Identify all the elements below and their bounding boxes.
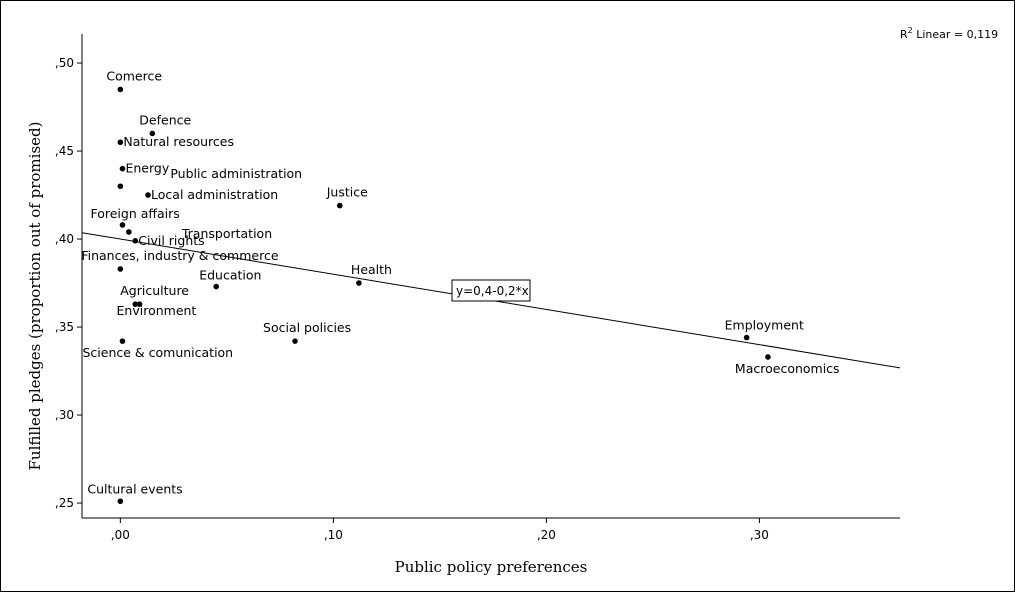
point-label: Justice [326,185,368,200]
scatter-point [132,238,139,244]
scatter-point [117,498,124,505]
point-label: Civil rights [138,233,204,248]
y-tick-label: ,45 [55,144,74,158]
scatter-point [743,334,750,341]
x-axis-title: Public policy preferences [395,558,588,576]
axis-ticks: ,00 ,10 ,20 ,30 ,25 ,30 ,35 ,40 ,45 ,50 [55,56,769,542]
scatter-point [292,338,298,344]
point-label: Comerce [106,68,162,83]
equation-box [451,279,531,302]
point-label: Defence [139,112,191,127]
point-label: Environment [117,303,197,318]
scatter-point [132,301,139,307]
point-label: Education [199,268,261,283]
point-label: Foreign affairs [90,206,179,221]
y-tick-label: ,35 [55,320,74,334]
point-label: Science & comunication [82,345,233,360]
point-label: Public administration [170,166,302,181]
y-tick-label: ,30 [55,408,74,422]
point-label: Energy [125,161,169,176]
scatter-point [765,354,771,360]
point-label: Health [351,262,392,277]
point-label: Local administration [151,187,278,202]
x-tick-label: ,00 [111,528,130,542]
y-tick-label: ,50 [55,56,74,70]
scatter-point [126,229,132,235]
scatter-point [145,192,151,198]
point-label: Macroeconomics [735,361,840,376]
scatter-point [213,283,220,290]
x-tick-label: ,20 [537,528,556,542]
x-tick-label: ,30 [750,528,769,542]
equation-label: y=0,4-0,2*x [456,284,529,298]
point-label: Finances, industry & commerce [81,248,278,263]
point-label: Natural resources [123,134,234,149]
scatter-point [119,165,126,172]
scatter-point [149,130,156,137]
scatter-point [119,222,126,228]
r2-label: R2 Linear = 0,119 [900,26,998,41]
scatter-point [117,266,124,272]
point-label: Transportation [181,226,272,241]
scatter-point [119,338,126,344]
point-label: Employment [725,318,804,333]
scatter-point [117,86,124,93]
point-label: Cultural events [87,481,182,496]
y-tick-label: ,40 [55,232,74,246]
scatter-point [356,280,362,286]
plot-area: ,00 ,10 ,20 ,30 ,25 ,30 ,35 ,40 ,45 ,50 Comerce De… [55,34,901,542]
x-tick-label: ,10 [324,528,343,542]
y-tick-label: ,25 [55,496,74,510]
scatter-point [136,301,143,307]
scatter-point [336,202,343,209]
data-points: Comerce Defence Natural resources Energy Pub… [81,68,840,505]
scatter-point [117,183,124,190]
point-label: Agriculture [120,283,189,298]
scatter-point [117,139,124,146]
y-axis-title: Fulfilled pledges (proportion out of pro… [26,122,44,471]
point-label: Social policies [263,320,351,335]
